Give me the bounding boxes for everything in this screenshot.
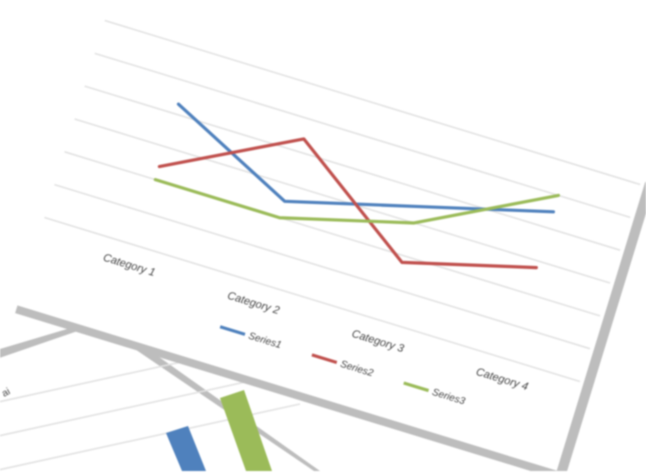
bar-chart-card: ai: [0, 318, 320, 471]
series-line-series2: [157, 137, 538, 270]
gridline: [74, 118, 611, 284]
legend-swatch-series1: [219, 325, 246, 336]
legend-swatch-series2: [311, 353, 338, 365]
gridline: [54, 183, 591, 350]
gridline: [44, 216, 581, 383]
plot-area: [153, 102, 561, 270]
gridline: [104, 19, 641, 186]
bar-series1: [166, 426, 206, 471]
legend-swatch-series3: [403, 381, 430, 393]
gridline: [94, 52, 631, 219]
series-line-series3: [153, 178, 561, 225]
gridlines: [44, 19, 641, 383]
bar-series3: [220, 390, 272, 471]
gridline: [84, 85, 621, 251]
card-surface: [7, 6, 646, 471]
gridline: [64, 151, 601, 317]
